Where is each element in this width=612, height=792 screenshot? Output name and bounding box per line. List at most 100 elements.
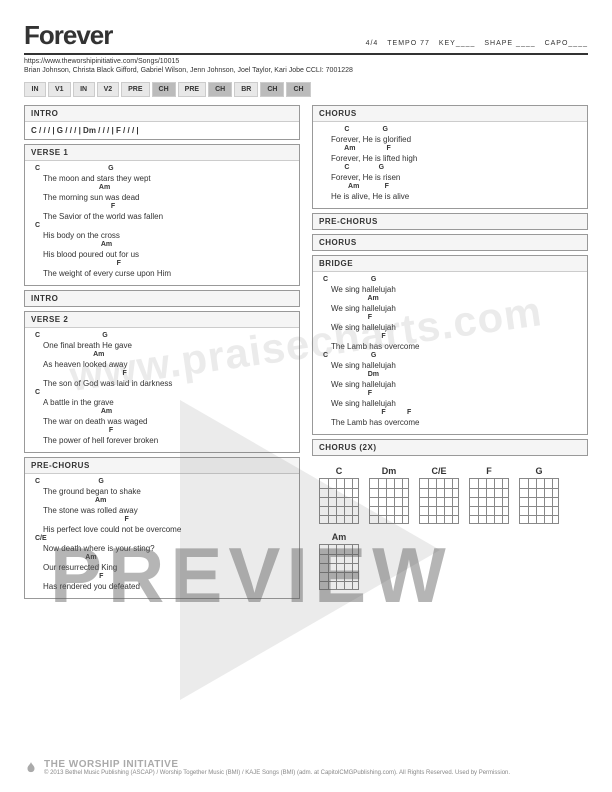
chord-line: Am (323, 295, 577, 304)
song-url: https://www.theworshipinitiative.com/Son… (24, 58, 588, 65)
lyric-line: FThe Lamb has overcome (323, 333, 577, 351)
chord-line: Am F (323, 145, 577, 154)
song-meta: 4/4 TEMPO 77 KEY____ SHAPE ____ CAPO____ (360, 40, 588, 51)
lyric-line: AmWe sing hallelujah (323, 295, 577, 313)
lyric-line: FWe sing hallelujah (323, 314, 577, 332)
chord-name: C (318, 466, 360, 476)
lyric-text: We sing hallelujah (323, 285, 577, 294)
fretboard (469, 478, 509, 524)
section-chorus: CHORUS C GForever, He is glorified Am FF… (312, 105, 588, 209)
chord-line: F (323, 390, 577, 399)
chord-line: C (35, 222, 289, 231)
lyric-text: The Savior of the world was fallen (35, 212, 289, 221)
arrangement-box: CH (152, 82, 176, 97)
right-column: CHORUS C GForever, He is glorified Am FF… (312, 105, 588, 603)
chord-name: C/E (418, 466, 460, 476)
section-title: CHORUS (313, 106, 587, 122)
chord-diagram: F (468, 466, 510, 524)
section-title: INTRO (25, 291, 299, 306)
arrangement-box: CH (260, 82, 284, 97)
lyric-line: CHis body on the cross (35, 222, 289, 240)
lyric-text: Has rendered you defeated (35, 582, 289, 591)
lyric-text: The power of hell forever broken (35, 436, 289, 445)
lyric-line: C/ENow death where is your sting? (35, 535, 289, 553)
section-title: PRE-CHORUS (313, 214, 587, 229)
lyric-line: FWe sing hallelujah (323, 390, 577, 408)
section-title: VERSE 1 (25, 145, 299, 161)
lyric-line: AmThe war on death was waged (35, 408, 289, 426)
section-verse2: VERSE 2 C GOne final breath He gave AmAs… (24, 311, 300, 453)
lyric-text: His blood poured out for us (35, 250, 289, 259)
lyric-line: C GForever, He is risen (323, 164, 577, 182)
lyric-line: AmAs heaven looked away (35, 351, 289, 369)
arrangement-box: CH (208, 82, 232, 97)
lyric-text: The ground began to shake (35, 487, 289, 496)
arrangement-bar: INV1INV2PRECHPRECHBRCHCH (24, 82, 588, 97)
capo: CAPO____ (545, 40, 588, 47)
section-chorus-2x: CHORUS (2X) (312, 439, 588, 456)
lyric-text: His body on the cross (35, 231, 289, 240)
chord-diagram: C (318, 466, 360, 524)
lyric-text: We sing hallelujah (323, 399, 577, 408)
lyric-text: His perfect love could not be overcome (35, 525, 289, 534)
arrangement-box: IN (73, 82, 95, 97)
chord-diagram: G (518, 466, 560, 524)
chord-line: Dm (323, 371, 577, 380)
chord-line: F (323, 333, 577, 342)
chord-line: Am (35, 554, 289, 563)
lyric-line: Am FHe is alive, He is alive (323, 183, 577, 201)
arrangement-box: V2 (97, 82, 120, 97)
lyric-text: The son of God was laid in darkness (35, 379, 289, 388)
lyric-text: Forever, He is lifted high (323, 154, 577, 163)
lyric-text: We sing hallelujah (323, 323, 577, 332)
lyric-text: We sing hallelujah (323, 361, 577, 370)
chord-line: C G (323, 126, 577, 135)
lyric-line: FThe son of God was laid in darkness (35, 370, 289, 388)
section-title: VERSE 2 (25, 312, 299, 328)
lyric-text: The weight of every curse upon Him (35, 269, 289, 278)
chord-diagram: C/E (418, 466, 460, 524)
lyric-line: C GWe sing hallelujah (323, 276, 577, 294)
lyric-line: C GWe sing hallelujah (323, 352, 577, 370)
lyric-line: Am FForever, He is lifted high (323, 145, 577, 163)
lyric-text: The Lamb has overcome (323, 418, 577, 427)
lyric-line: DmWe sing hallelujah (323, 371, 577, 389)
lyric-text: He is alive, He is alive (323, 192, 577, 201)
chord-diagram: Dm (368, 466, 410, 524)
section-intro-repeat: INTRO (24, 290, 300, 307)
lyric-line: AmHis blood poured out for us (35, 241, 289, 259)
fretboard (419, 478, 459, 524)
section-title: PRE-CHORUS (25, 458, 299, 474)
lyric-line: FHas rendered you defeated (35, 573, 289, 591)
section-verse1: VERSE 1 C GThe moon and stars they wept … (24, 144, 300, 286)
fretboard (369, 478, 409, 524)
chord-diagram: Am (318, 532, 360, 590)
song-title: Forever (24, 20, 112, 51)
shape: SHAPE ____ (484, 40, 535, 47)
chord-line: C/E (35, 535, 289, 544)
chord-line: F (35, 203, 289, 212)
left-column: INTRO C / / / | G / / / | Dm / / / | F /… (24, 105, 300, 603)
lyric-line: FThe weight of every curse upon Him (35, 260, 289, 278)
lyric-line: FHis perfect love could not be overcome (35, 516, 289, 534)
lyric-text: As heaven looked away (35, 360, 289, 369)
arrangement-box: PRE (178, 82, 206, 97)
arrangement-box: PRE (121, 82, 149, 97)
chord-line: Am (35, 497, 289, 506)
chord-line: F (323, 314, 577, 323)
arrangement-box: CH (286, 82, 310, 97)
section-bridge: BRIDGE C GWe sing hallelujah AmWe sing h… (312, 255, 588, 435)
footer: THE WORSHIP INITIATIVE © 2013 Bethel Mus… (24, 759, 588, 776)
chord-name: Am (318, 532, 360, 542)
section-prechorus: PRE-CHORUS C GThe ground began to shake … (24, 457, 300, 599)
lyric-line: AmThe stone was rolled away (35, 497, 289, 515)
lyric-line: AmThe morning sun was dead (35, 184, 289, 202)
lyric-line: C GOne final breath He gave (35, 332, 289, 350)
lyric-text: One final breath He gave (35, 341, 289, 350)
chord-line: C (35, 389, 289, 398)
fretboard (319, 478, 359, 524)
chord-line: F (35, 370, 289, 379)
chord-line: C G (323, 352, 577, 361)
chord-line: C G (323, 276, 577, 285)
lyric-text: We sing hallelujah (323, 380, 577, 389)
